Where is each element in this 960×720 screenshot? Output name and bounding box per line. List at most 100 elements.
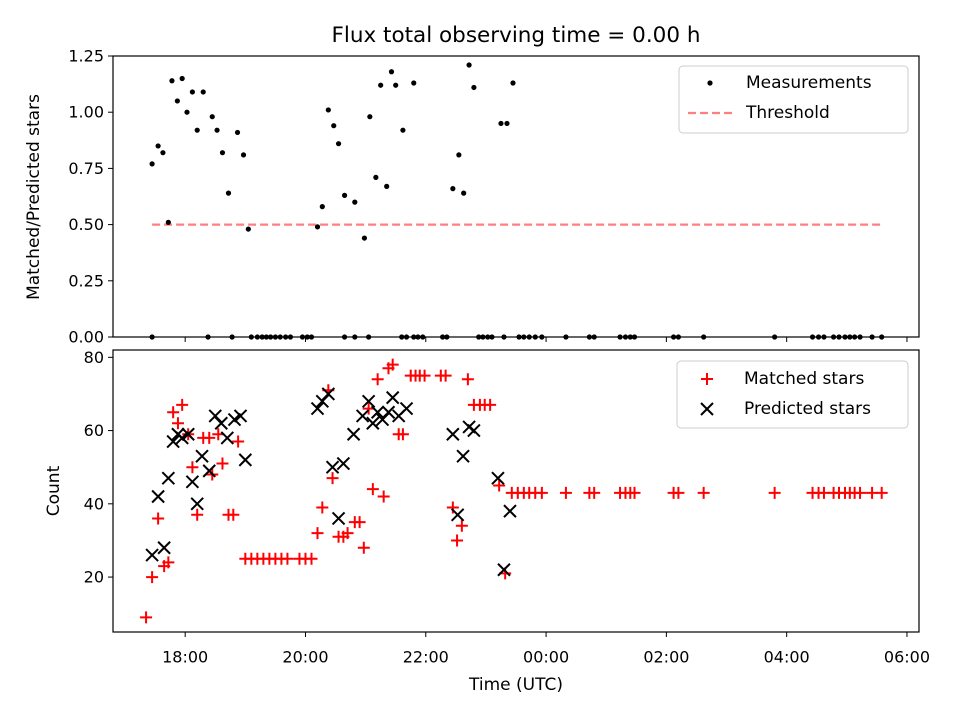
measurement-point: [314, 224, 321, 230]
measurement-point: [388, 69, 395, 75]
measurement-point: [189, 89, 195, 95]
predicted-point: [399, 401, 414, 416]
matched-point: [559, 486, 572, 499]
measurement-point: [373, 174, 379, 180]
measurement-point: [319, 204, 325, 210]
matched-point: [316, 501, 329, 514]
measurement-point: [179, 75, 185, 82]
matched-point: [191, 508, 204, 521]
matched-point: [353, 516, 366, 529]
bottom-y-tick-label: 60: [84, 421, 104, 440]
predicted-point: [385, 390, 400, 405]
legend-predicted-marker: [700, 402, 714, 416]
measurement-point: [209, 114, 215, 120]
matched-point: [446, 501, 459, 514]
matched-point: [371, 373, 384, 386]
matched-point: [461, 373, 474, 386]
bottom-panel: 20 40 60 80 18:00 20:00 22:00 00:00 02:00 04:00 06…: [44, 348, 930, 695]
matched-point: [146, 571, 159, 584]
predicted-point: [214, 416, 228, 430]
legend-matched-label: Matched stars: [744, 369, 864, 389]
measurement-point: [240, 152, 247, 158]
bottom-y-axis-label: Count: [44, 465, 64, 516]
matched-point: [341, 527, 354, 540]
top-y-tick-label: 0.50: [68, 215, 104, 234]
matched-point: [628, 486, 641, 499]
measurement-point: [471, 84, 477, 91]
predicted-point: [381, 405, 396, 419]
predicted-point: [238, 453, 253, 467]
matched-point: [216, 457, 229, 470]
bottom-x-tick-label: 20:00: [282, 648, 328, 667]
matched-point: [588, 486, 601, 499]
chart-title: Flux total observing time = 0.00 h: [332, 23, 701, 48]
predicted-point: [456, 449, 470, 463]
bottom-legend-box: [676, 360, 909, 429]
top-panel: 0.00 0.25 0.50 0.75 1.00 1.25 Matched/Predict…: [24, 47, 920, 347]
matched-point: [396, 428, 409, 441]
predicted-point: [331, 511, 346, 526]
measurement-point: [466, 62, 472, 68]
bottom-legend: Matched stars Predicted stars: [676, 360, 909, 429]
measurement-point: [341, 192, 348, 198]
matched-point: [357, 541, 370, 554]
measurement-point: [194, 127, 200, 133]
bottom-x-tick-label: 18:00: [162, 648, 208, 667]
measurement-point: [384, 183, 390, 189]
measurement-point: [234, 129, 241, 136]
matched-point: [768, 486, 781, 499]
predicted-point: [321, 387, 336, 401]
measurement-point: [160, 150, 166, 156]
legend-measurements-marker: [707, 80, 713, 86]
legend-measurements-label: Measurements: [746, 73, 872, 93]
bottom-y-tick-label: 40: [84, 494, 104, 513]
matched-point: [418, 369, 431, 382]
predicted-point: [233, 409, 248, 423]
predicted-point: [355, 409, 370, 423]
measurement-point: [219, 150, 226, 156]
predicted-point: [325, 460, 340, 474]
legend-predicted-label: Predicted stars: [744, 399, 871, 419]
matched-point: [311, 527, 324, 540]
matched-point: [672, 486, 685, 499]
predicted-point: [195, 449, 209, 463]
predicted-point: [346, 427, 361, 441]
matched-point: [232, 435, 245, 448]
measurement-point: [174, 98, 180, 104]
predicted-point: [446, 427, 460, 441]
top-axes-frame: [112, 55, 920, 338]
matched-point: [281, 552, 294, 565]
legend-matched-marker: [701, 373, 713, 385]
predicted-point: [181, 427, 195, 441]
top-y-axis-label: Matched/Predicted stars: [24, 94, 44, 300]
matched-point: [140, 611, 153, 624]
top-y-tick-label: 1.25: [68, 47, 104, 66]
matched-point: [493, 479, 506, 492]
measurement-point: [169, 78, 175, 84]
predicted-point: [220, 431, 234, 445]
measurement-point: [361, 235, 368, 241]
predicted-point: [467, 423, 481, 438]
predicted-point: [227, 412, 242, 427]
measurement-point: [325, 107, 331, 113]
top-plot-area: [149, 62, 885, 340]
measurement-point: [498, 120, 504, 127]
bottom-x-tick-label: 22:00: [403, 648, 449, 667]
top-legend: Measurements Threshold: [678, 65, 909, 134]
predicted-point: [370, 405, 385, 419]
matched-point: [176, 398, 189, 411]
bottom-y-tick-label: 20: [84, 568, 104, 587]
matched-point: [875, 486, 888, 499]
top-y-tick-label: 0.25: [68, 271, 104, 290]
matched-point: [305, 552, 318, 565]
top-y-tick-label: 0.75: [68, 159, 104, 178]
matched-point: [171, 417, 184, 430]
measurement-point: [367, 114, 373, 120]
bottom-x-tick-label: 06:00: [884, 648, 930, 667]
measurement-point: [504, 120, 510, 127]
matched-point: [451, 534, 464, 547]
bottom-x-tick-label: 00:00: [523, 648, 569, 667]
top-y-tick-label: 0.00: [68, 328, 104, 347]
matched-point: [186, 461, 199, 474]
